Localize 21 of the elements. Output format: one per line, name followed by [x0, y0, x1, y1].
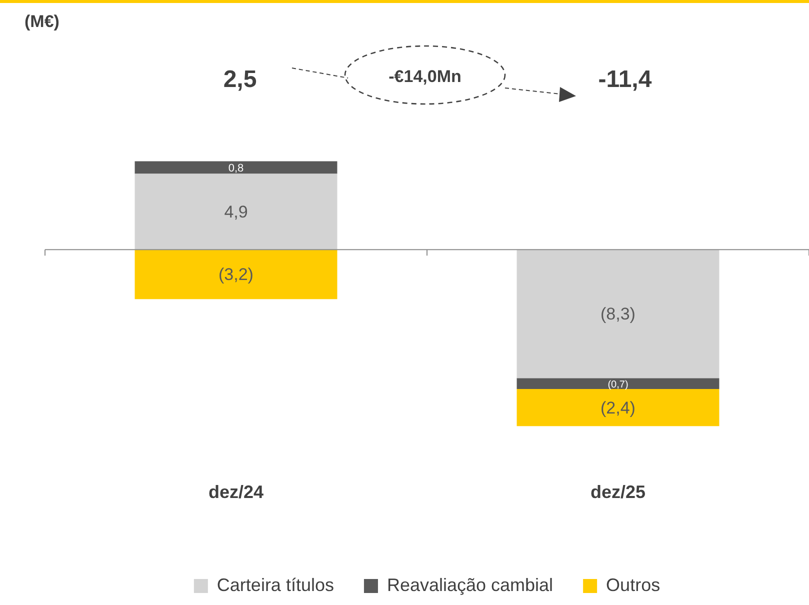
text: (M€) [24, 12, 60, 32]
x-tick-label: dez/25 [590, 482, 646, 502]
x-tick-label: dez/24 [208, 482, 264, 502]
data-label: (8,3) [600, 304, 636, 324]
legend-label: Carteira títulos [216, 574, 334, 595]
data-label: (0,7) [608, 379, 628, 390]
bar [134, 161, 338, 174]
legend-label: Outros [606, 574, 660, 595]
bar [516, 250, 720, 378]
data-label: (3,2) [218, 265, 254, 284]
bar [134, 250, 338, 300]
legend-label: Reavaliação cambial [386, 574, 554, 595]
data-label: 4,9 [224, 202, 248, 222]
text: -€14,0Mn [388, 67, 462, 87]
bar [134, 174, 338, 250]
bar [516, 388, 720, 426]
data-label: 0,8 [228, 162, 244, 175]
text: 2,5 [223, 66, 257, 94]
text: -11,4 [598, 66, 652, 94]
data-label: (2,4) [600, 398, 636, 418]
bar [516, 378, 720, 389]
